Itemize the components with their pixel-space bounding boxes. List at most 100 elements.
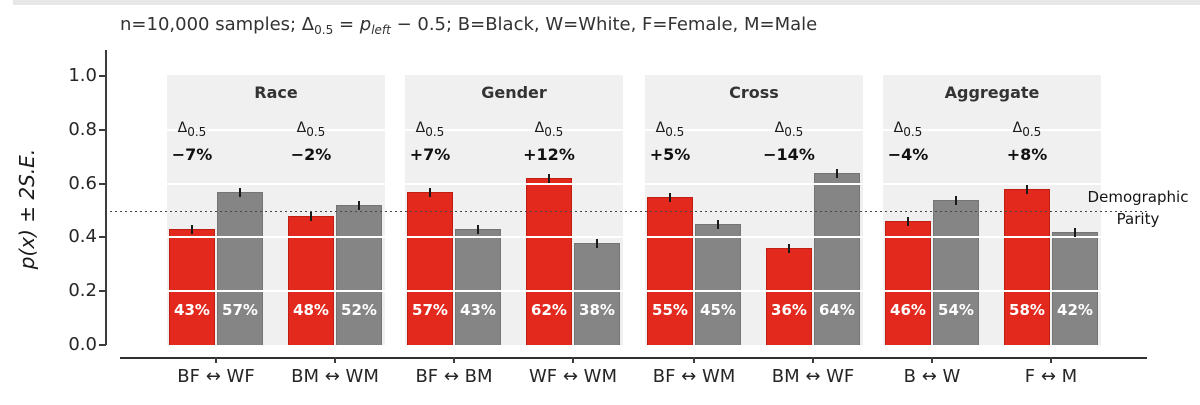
y-tick-label: 0.0 [68, 334, 97, 355]
left-bar [288, 215, 334, 345]
bar-value-label: 62% [531, 301, 567, 319]
y-tick-label: 1.0 [68, 65, 97, 86]
gridline [645, 236, 863, 239]
error-bar [477, 225, 479, 235]
delta-value-label: +5% [649, 145, 691, 164]
demographic-parity-label: Demographic Parity [1076, 186, 1200, 230]
error-bar [358, 201, 360, 211]
bar-value-label: 42% [1057, 301, 1093, 319]
delta-value-label: −2% [290, 145, 332, 164]
bar-value-label: 58% [1009, 301, 1045, 319]
bar-value-label: 57% [222, 301, 258, 319]
delta-symbol-label: Δ0.5 [415, 120, 445, 139]
error-bar [548, 174, 550, 184]
left-bar [526, 178, 572, 345]
delta-symbol-label: Δ0.5 [534, 120, 564, 139]
y-tick [99, 75, 106, 77]
x-tick-label: WF ↔ WM [528, 366, 617, 387]
left-bar [647, 197, 693, 345]
gridline [645, 182, 863, 185]
gridline [405, 236, 623, 239]
right-bar [814, 172, 860, 345]
delta-symbol-label: Δ0.5 [296, 120, 326, 139]
error-bar [788, 244, 790, 254]
gridline [883, 128, 1101, 131]
bar-value-label: 57% [412, 301, 448, 319]
left-bar [1004, 188, 1050, 345]
bar-value-label: 48% [293, 301, 329, 319]
y-tick-label: 0.6 [68, 172, 97, 194]
bar-value-label: 36% [771, 301, 807, 319]
right-bar [336, 205, 382, 345]
delta-value-label: −4% [887, 145, 929, 164]
delta-symbol-label: Δ0.5 [177, 120, 207, 139]
gridline [883, 236, 1101, 239]
x-tick [215, 357, 217, 363]
delta-value-label: +7% [409, 145, 451, 164]
x-tick [1050, 357, 1052, 363]
y-tick [99, 128, 106, 131]
window-edge-strip [13, 0, 1200, 5]
right-bar [695, 223, 741, 345]
gridline [405, 128, 623, 131]
bar-value-label: 43% [460, 301, 496, 319]
delta-symbol-label: Δ0.5 [893, 120, 923, 139]
gridline [883, 290, 1101, 293]
bar-value-label: 46% [890, 301, 926, 319]
error-bar [1074, 228, 1076, 238]
error-bar [955, 195, 957, 205]
left-bar [169, 229, 215, 345]
left-bar [407, 191, 453, 345]
error-bar [429, 187, 431, 197]
delta-value-label: −14% [763, 145, 815, 164]
delta-symbol-label: Δ0.5 [774, 120, 804, 139]
delta-value-label: −7% [171, 145, 213, 164]
delta-value-label: +12% [523, 145, 575, 164]
x-tick-label: BM ↔ WF [771, 366, 855, 387]
panel-title: Race [254, 83, 298, 102]
right-bar [933, 199, 979, 345]
chart-title: n=10,000 samples; Δ0.5 = pleft − 0.5; B=… [120, 14, 818, 37]
x-tick [931, 357, 933, 363]
bar-value-label: 64% [819, 301, 855, 319]
error-bar [191, 225, 193, 235]
delta-value-label: +8% [1006, 145, 1048, 164]
x-tick-label: B ↔ W [903, 366, 961, 387]
y-tick-label: 0.8 [68, 118, 97, 140]
panel-title: Gender [481, 83, 547, 102]
x-tick [572, 357, 574, 363]
gridline [405, 290, 623, 293]
error-bar [669, 193, 671, 203]
gridline [167, 236, 385, 239]
bar-value-label: 52% [341, 301, 377, 319]
gridline [883, 182, 1101, 185]
y-tick [99, 290, 106, 293]
gridline [405, 182, 623, 185]
error-bar [907, 217, 909, 227]
right-bar [574, 242, 620, 345]
y-tick [99, 182, 106, 185]
x-tick [693, 357, 695, 363]
error-bar [717, 219, 719, 229]
delta-symbol-label: Δ0.5 [1012, 120, 1042, 139]
demographic-parity-dashed-line [110, 211, 1147, 212]
panel-title: Aggregate [944, 83, 1040, 102]
x-axis-line [120, 357, 1147, 359]
x-tick-label: BF ↔ WF [177, 366, 255, 387]
bar-value-label: 54% [938, 301, 974, 319]
left-bar [885, 221, 931, 345]
bar-value-label: 45% [700, 301, 736, 319]
y-tick-label: 0.4 [68, 226, 97, 248]
x-tick-label: BF ↔ WM [652, 366, 736, 387]
y-tick [99, 236, 106, 239]
error-bar [239, 187, 241, 197]
right-bar [217, 191, 263, 345]
error-bar [596, 238, 598, 248]
x-tick [334, 357, 336, 363]
error-bar [836, 168, 838, 178]
parity-label-line2: Parity [1116, 210, 1160, 228]
error-bar [310, 211, 312, 221]
bar-value-label: 55% [652, 301, 688, 319]
x-tick-label: BF ↔ BM [415, 366, 493, 387]
